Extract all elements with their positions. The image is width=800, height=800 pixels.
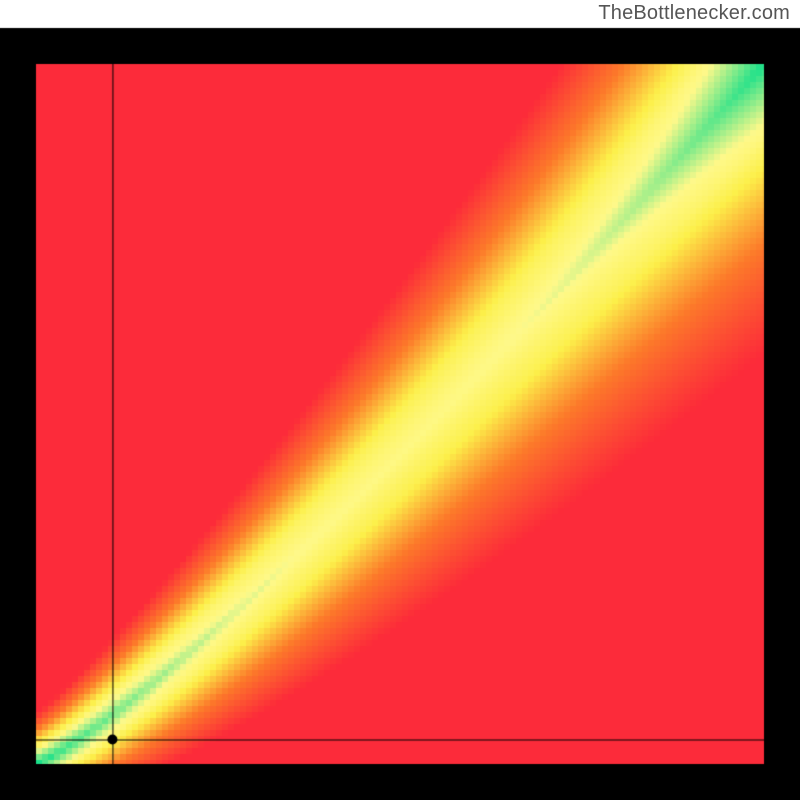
chart-container: TheBottlenecker.com <box>0 0 800 800</box>
watermark-text: TheBottlenecker.com <box>598 2 790 25</box>
bottleneck-heatmap <box>0 0 800 800</box>
